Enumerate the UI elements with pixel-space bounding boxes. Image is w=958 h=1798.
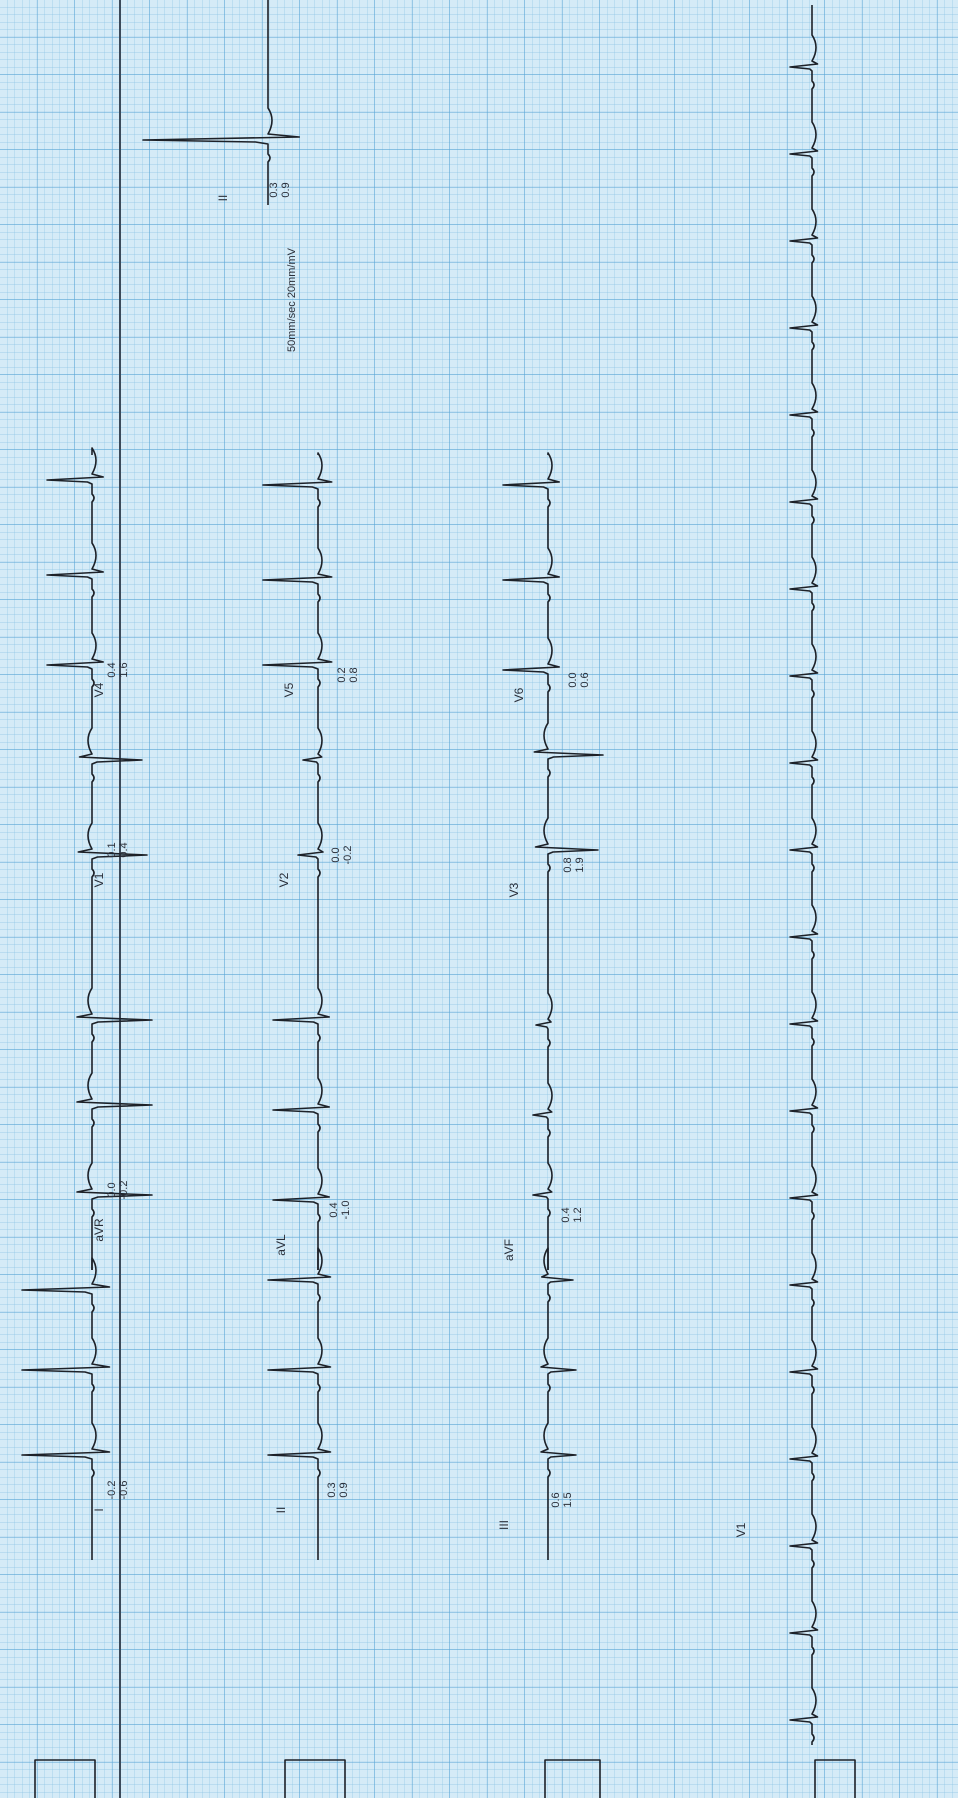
lead-label: II: [216, 195, 230, 202]
lead-label: aVL: [274, 1234, 288, 1256]
measurement: 0.0: [106, 1182, 118, 1197]
measurement: 0.6: [550, 1492, 562, 1507]
lead-label: aVR: [92, 1218, 106, 1242]
ecg-trace: [21, 1257, 111, 1560]
ecg-trace: [262, 452, 333, 700]
measurement: 0.0: [330, 847, 342, 862]
ecg-trace: [46, 447, 105, 700]
lead-label: V4: [92, 682, 106, 697]
ecg-trace: [297, 700, 324, 935]
measurement: 0.4: [560, 1207, 572, 1222]
measurement: -0.2: [118, 1181, 130, 1200]
ecg-trace: [532, 935, 553, 1270]
traces: [21, 0, 819, 1745]
lead-label: V5: [282, 682, 296, 697]
measurement: -0.2: [342, 846, 354, 865]
measurement: 0.4: [118, 842, 130, 857]
calibration: [34, 1759, 856, 1798]
measurement: -1.0: [340, 1201, 352, 1220]
ecg-trace: [267, 1247, 332, 1560]
measurement: 0.4: [328, 1202, 340, 1217]
ecg-trace: [502, 452, 561, 700]
measurement: 0.3: [268, 182, 280, 197]
ecg-trace: [540, 1247, 577, 1560]
lead-label: V1: [734, 1522, 748, 1537]
ecg-trace: [76, 935, 153, 1270]
measurement: 1.9: [574, 857, 586, 872]
measurement: 1.2: [572, 1207, 584, 1222]
ecg-trace: [77, 700, 148, 935]
measurement: 0.0: [567, 672, 579, 687]
measurement: 0.8: [348, 667, 360, 682]
measurement: 0.6: [579, 672, 591, 687]
ecg-trace: [142, 0, 301, 205]
ecg-trace: [272, 935, 331, 1270]
ecg-trace: [533, 700, 604, 935]
measurement: 0.9: [338, 1482, 350, 1497]
lead-label: V2: [277, 872, 291, 887]
measurement: 0.9: [280, 182, 292, 197]
measurement: 0.3: [326, 1482, 338, 1497]
lead-label: I: [92, 1508, 106, 1511]
ecg-trace: [789, 5, 819, 1745]
lead-label: aVF: [502, 1239, 516, 1261]
measurement: -0.2: [106, 1481, 118, 1500]
lead-label: V1: [92, 872, 106, 887]
measurement: 0.1: [106, 842, 118, 857]
lead-label: V6: [512, 687, 526, 702]
lead-label: V3: [507, 882, 521, 897]
lead-label: II: [274, 1507, 288, 1514]
lead-label: III: [497, 1520, 511, 1530]
measurement: 1.6: [118, 662, 130, 677]
lead-label: 50mm/sec 20mm/mV: [286, 247, 298, 352]
measurement: 0.2: [336, 667, 348, 682]
measurement: 1.5: [562, 1492, 574, 1507]
measurement: 0.4: [106, 662, 118, 677]
measurement: -0.6: [118, 1481, 130, 1500]
measurement: 0.8: [562, 857, 574, 872]
